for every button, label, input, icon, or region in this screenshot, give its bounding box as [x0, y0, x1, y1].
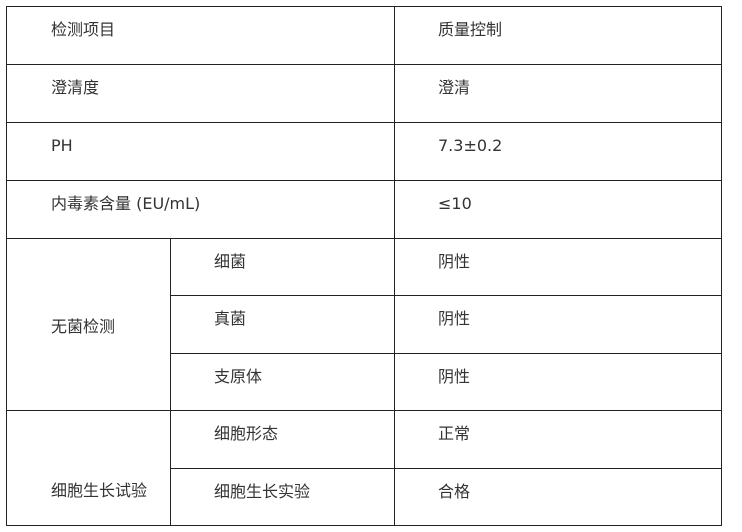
cell-text: 正常 [438, 424, 471, 443]
header-cell: 质量控制 [394, 6, 722, 65]
sub-item-cell: 细菌 [170, 238, 395, 296]
cell-text: 阴性 [438, 367, 471, 386]
cell-text: 无菌检测 [51, 317, 116, 336]
cell-text: 支原体 [214, 367, 263, 386]
cell-text: ≤10 [438, 194, 472, 213]
sub-item-cell: 支原体 [170, 353, 395, 411]
group-cell: 细胞生长试验 [6, 410, 171, 526]
cell-text: PH [51, 136, 73, 155]
sub-item-cell: 真菌 [170, 295, 395, 354]
cell-text: 检测项目 [51, 20, 116, 39]
cell-text: 内毒素含量 (EU/mL) [51, 194, 201, 213]
header-cell: 检测项目 [6, 6, 395, 65]
sub-item-cell: 细胞生长实验 [170, 468, 395, 526]
value-cell: 阴性 [394, 295, 722, 354]
value-cell: 7.3±0.2 [394, 122, 722, 181]
value-cell: 正常 [394, 410, 722, 469]
item-cell: PH [6, 122, 395, 181]
group-cell: 无菌检测 [6, 238, 171, 411]
cell-text: 合格 [438, 482, 471, 501]
cell-text: 7.3±0.2 [438, 136, 503, 155]
cell-text: 阴性 [438, 252, 471, 271]
cell-text: 真菌 [214, 309, 247, 328]
value-cell: 阴性 [394, 238, 722, 296]
cell-text: 细胞生长试验 [51, 481, 148, 500]
cell-text: 细胞生长实验 [214, 482, 311, 501]
cell-text: 质量控制 [438, 20, 503, 39]
cell-text: 细菌 [214, 252, 247, 271]
value-cell: 阴性 [394, 353, 722, 411]
sub-item-cell: 细胞形态 [170, 410, 395, 469]
cell-text: 细胞形态 [214, 424, 279, 443]
cell-text: 阴性 [438, 309, 471, 328]
value-cell: 澄清 [394, 64, 722, 123]
item-cell: 澄清度 [6, 64, 395, 123]
item-cell: 内毒素含量 (EU/mL) [6, 180, 395, 239]
cell-text: 澄清度 [51, 78, 100, 97]
value-cell: 合格 [394, 468, 722, 526]
cell-text: 澄清 [438, 78, 471, 97]
value-cell: ≤10 [394, 180, 722, 239]
